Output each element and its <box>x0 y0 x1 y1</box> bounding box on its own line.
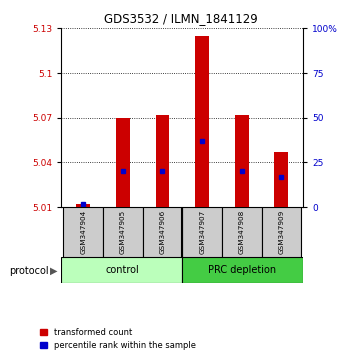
Text: GSM347907: GSM347907 <box>199 210 205 254</box>
Text: GDS3532 / ILMN_1841129: GDS3532 / ILMN_1841129 <box>104 12 257 25</box>
Text: GSM347906: GSM347906 <box>160 210 165 254</box>
Text: GSM347904: GSM347904 <box>80 210 86 254</box>
Text: GSM347909: GSM347909 <box>278 210 284 254</box>
Bar <box>182 207 222 257</box>
Bar <box>182 257 303 283</box>
Legend: transformed count, percentile rank within the sample: transformed count, percentile rank withi… <box>40 328 196 350</box>
Text: PRC depletion: PRC depletion <box>208 265 276 275</box>
Bar <box>143 207 182 257</box>
Text: GSM347908: GSM347908 <box>239 210 245 254</box>
Bar <box>103 207 143 257</box>
Bar <box>76 204 90 207</box>
Bar <box>195 36 209 207</box>
Bar <box>222 207 262 257</box>
Text: control: control <box>106 265 140 275</box>
Bar <box>274 152 288 207</box>
Bar <box>116 118 130 207</box>
Text: ▶: ▶ <box>50 266 57 276</box>
Bar <box>156 115 169 207</box>
Text: GSM347905: GSM347905 <box>120 210 126 254</box>
Bar <box>61 257 182 283</box>
Bar <box>262 207 301 257</box>
Bar <box>63 207 103 257</box>
Bar <box>235 115 249 207</box>
Text: protocol: protocol <box>9 266 49 276</box>
